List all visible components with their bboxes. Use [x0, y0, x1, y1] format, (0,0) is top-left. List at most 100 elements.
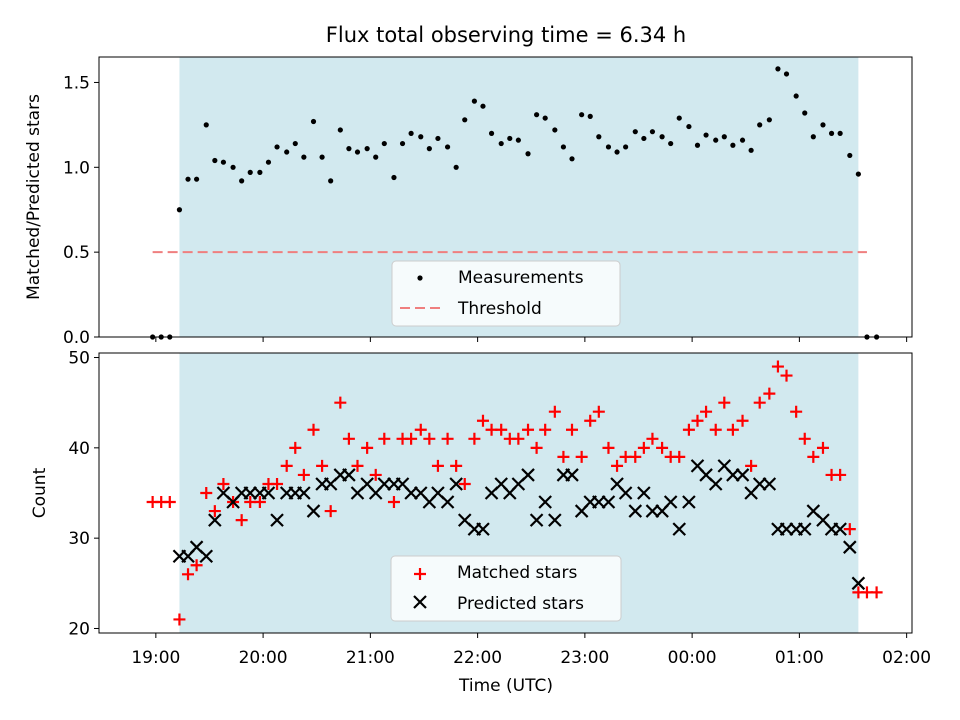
measurement-point — [847, 152, 853, 159]
measurement-point — [676, 115, 682, 121]
predicted-star-point — [208, 513, 222, 527]
matched-star-point — [307, 423, 320, 436]
measurement-point — [515, 137, 521, 143]
measurement-point — [203, 122, 209, 128]
measurement-point — [810, 134, 816, 140]
top-y-axis-label: Matched/Predicted stars — [24, 94, 44, 300]
predicted-star-point — [672, 522, 687, 536]
measurement-point — [498, 140, 504, 147]
predicted-star-point — [342, 468, 356, 482]
x-tick-label: 22:00 — [453, 648, 502, 668]
matched-star-point — [700, 405, 713, 418]
predicted-star-point — [449, 477, 463, 491]
measurement-point — [739, 137, 746, 143]
measurement-point — [552, 127, 558, 133]
measurement-point — [453, 164, 459, 170]
predicted-star-point — [851, 576, 866, 591]
measurement-point — [230, 164, 236, 170]
bottom-y-ticks: 20 30 40 50 — [68, 349, 99, 639]
measurement-point — [176, 207, 183, 213]
measurement-point — [346, 146, 352, 152]
top-panel: 0.0 0.5 1.0 1.5 Matched/Predicted stars Mea… — [24, 56, 913, 348]
measurement-point — [757, 122, 763, 128]
predicted-star-point — [440, 495, 455, 509]
matched-star-point — [682, 423, 695, 436]
x-axis-label: Time (UTC) — [458, 676, 553, 696]
bottom-legend: Matched stars Predicted stars — [390, 555, 622, 622]
measurement-point — [623, 144, 629, 150]
measurement-point — [301, 154, 307, 160]
measurement-point — [239, 178, 245, 184]
predicted-star-point — [404, 486, 418, 500]
measurement-point — [783, 71, 790, 77]
bottom-y-axis-label: Count — [30, 467, 50, 518]
matched-star-point — [646, 432, 659, 445]
measurement-point — [328, 178, 334, 184]
measurement-point — [247, 169, 253, 175]
measurement-point — [649, 129, 656, 135]
matched-star-point — [468, 432, 481, 445]
matched-star-point — [351, 459, 364, 472]
legend-predicted-label: Predicted stars — [457, 594, 584, 614]
measurement-point — [632, 129, 638, 135]
matched-star-point — [190, 559, 203, 572]
x-tick-label: 23:00 — [560, 648, 609, 668]
matched-star-point — [289, 441, 302, 454]
matched-star-point — [584, 414, 597, 427]
matched-star-point — [745, 459, 758, 472]
predicted-star-point — [682, 495, 696, 509]
measurement-point — [614, 149, 620, 155]
matched-star-point — [530, 441, 543, 454]
predicted-star-point — [261, 486, 276, 500]
y-tick-label: 1.0 — [63, 158, 90, 178]
predicted-star-point — [538, 495, 552, 509]
predicted-star-point — [833, 522, 847, 536]
x-tick-label: 20:00 — [239, 648, 288, 668]
matched-star-point — [431, 459, 444, 472]
x-tick-label: 19:00 — [131, 648, 180, 668]
matched-star-point — [163, 496, 176, 509]
matched-star-point — [361, 441, 374, 454]
matched-star-point — [235, 514, 248, 527]
measurement-point — [507, 135, 513, 142]
predicted-star-point — [637, 486, 651, 500]
x-tick-label: 00:00 — [668, 648, 717, 668]
bottom-x-ticks: 19:00 20:00 21:00 22:00 23:00 00:00 01:00 02:00 — [131, 633, 931, 668]
measurement-point — [766, 117, 772, 123]
measurement-point — [828, 130, 835, 136]
predicted-star-point — [529, 513, 544, 527]
measurement-point — [730, 142, 736, 148]
measurement-point — [391, 174, 397, 181]
predicted-star-point — [797, 522, 812, 536]
measurement-point — [542, 115, 548, 121]
top-y-ticks: 0.0 0.5 1.0 1.5 — [63, 73, 99, 348]
measurement-point — [802, 110, 808, 116]
measurement-point — [713, 137, 719, 143]
matched-star-point — [316, 459, 329, 472]
y-tick-label: 0.5 — [63, 243, 90, 263]
y-tick-label: 0.0 — [63, 328, 90, 348]
predicted-star-point — [726, 468, 740, 482]
matched-star-point — [450, 459, 463, 472]
matched-star-point — [280, 459, 293, 472]
measurement-point — [284, 149, 290, 155]
predicted-legend-marker — [413, 595, 427, 609]
predicted-star-point — [645, 504, 660, 518]
measurement-point — [274, 144, 280, 150]
top-x-ticks — [155, 337, 908, 342]
matched-stars-series — [146, 360, 883, 626]
predicted-star-point — [377, 477, 392, 491]
measurement-point — [480, 103, 486, 109]
measurement-point — [605, 144, 612, 150]
x-tick-label: 02:00 — [882, 648, 931, 668]
matched-star-point — [771, 360, 784, 373]
matched-star-point — [378, 432, 391, 445]
matched-star-point — [522, 423, 535, 436]
measurement-point — [748, 147, 754, 153]
measurement-point — [525, 151, 531, 157]
matched-star-point — [208, 505, 221, 518]
bottom-panel: 19:00 20:00 21:00 22:00 23:00 00:00 01:00 02:00… — [30, 349, 931, 696]
predicted-star-point — [297, 486, 311, 500]
matched-star-point — [834, 468, 847, 481]
predicted-star-point — [592, 495, 606, 509]
